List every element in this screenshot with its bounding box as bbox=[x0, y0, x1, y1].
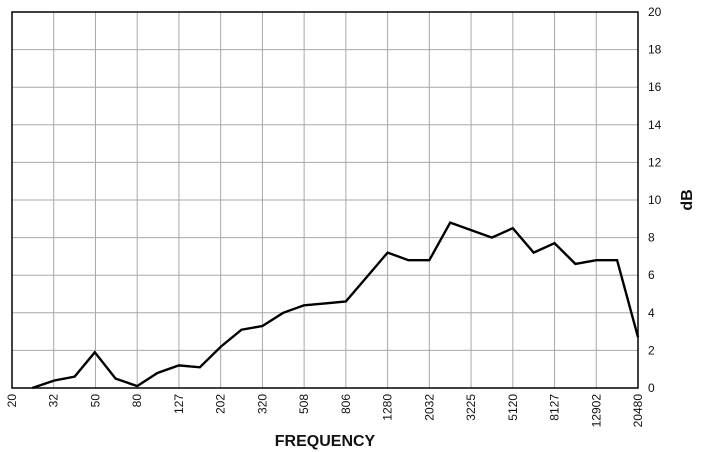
x-axis-title: FREQUENCY bbox=[275, 433, 376, 450]
y-tick-label: 10 bbox=[648, 193, 662, 207]
y-tick-label: 6 bbox=[648, 268, 655, 282]
x-tick-label: 127 bbox=[172, 394, 186, 414]
x-tick-label: 1280 bbox=[381, 394, 395, 421]
x-tick-label: 32 bbox=[47, 394, 61, 408]
y-tick-label: 0 bbox=[648, 381, 655, 395]
x-tick-labels: 20 32 50 80 127 202 320 508 806 1280 2032 3225 5120 8… bbox=[5, 394, 645, 428]
y-tick-label: 16 bbox=[648, 80, 662, 94]
y-tick-label: 14 bbox=[648, 118, 662, 132]
y-tick-label: 18 bbox=[648, 43, 662, 57]
y-tick-label: 8 bbox=[648, 231, 655, 245]
x-tick-label: 3225 bbox=[464, 394, 478, 421]
y-tick-label: 20 bbox=[648, 5, 662, 19]
x-tick-label: 20480 bbox=[631, 394, 645, 428]
x-tick-label: 20 bbox=[5, 394, 19, 408]
y-tick-label: 4 bbox=[648, 306, 655, 320]
series-line bbox=[31, 221, 640, 390]
x-tick-label: 50 bbox=[88, 394, 102, 408]
x-tick-label: 806 bbox=[339, 394, 353, 414]
y-axis-title: dB bbox=[679, 189, 696, 210]
x-tick-label: 5120 bbox=[506, 394, 520, 421]
grid-lines bbox=[12, 12, 638, 388]
x-tick-label: 2032 bbox=[422, 394, 436, 421]
y-tick-label: 2 bbox=[648, 343, 655, 357]
y-tick-labels: 0 2 4 6 8 10 12 14 16 18 20 bbox=[648, 5, 662, 395]
x-tick-label: 202 bbox=[214, 394, 228, 414]
plot-frame bbox=[11, 11, 639, 389]
x-tick-label: 508 bbox=[297, 394, 311, 414]
x-tick-label: 12902 bbox=[589, 394, 603, 428]
x-tick-label: 320 bbox=[255, 394, 269, 414]
y-tick-label: 12 bbox=[648, 155, 662, 169]
x-tick-label: 8127 bbox=[548, 394, 562, 421]
x-tick-label: 80 bbox=[130, 394, 144, 408]
